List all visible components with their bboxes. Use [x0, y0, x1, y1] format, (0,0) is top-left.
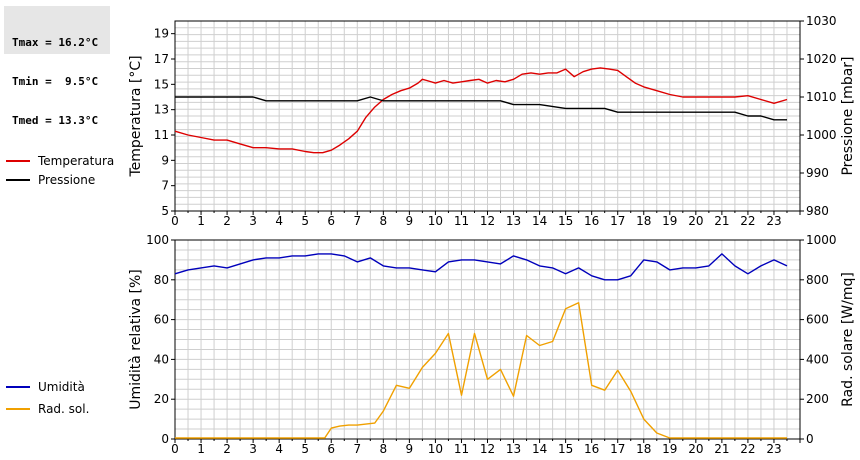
x-tick-label: 21 [714, 442, 729, 456]
legend-label-radiation: Rad. sol. [38, 402, 89, 416]
x-tick-label: 5 [301, 214, 309, 228]
x-tick-label: 2 [223, 214, 231, 228]
y-tick-label-right: 990 [806, 166, 829, 180]
x-tick-label: 23 [766, 442, 781, 456]
x-tick-label: 17 [610, 442, 625, 456]
x-tick-label: 22 [740, 442, 755, 456]
x-tick-label: 19 [662, 214, 677, 228]
x-tick-label: 10 [428, 442, 443, 456]
tmax-readout: Tmax = 16.2°C [12, 36, 99, 49]
y-tick-label-right: 800 [806, 273, 829, 287]
x-tick-label: 10 [428, 214, 443, 228]
x-tick-label: 15 [558, 442, 573, 456]
x-tick-label: 3 [249, 442, 257, 456]
x-tick-label: 1 [197, 442, 205, 456]
series-line-radiation [175, 302, 787, 439]
x-tick-label: 14 [532, 442, 547, 456]
y-tick-label-left: 5 [161, 204, 169, 218]
y-tick-label-left: 17 [154, 52, 169, 66]
x-tick-label: 11 [454, 442, 469, 456]
x-tick-label: 9 [406, 214, 414, 228]
plot-frame [174, 20, 801, 212]
y-tick-label-left: 15 [154, 77, 169, 91]
y-tick-label-right: 1000 [806, 128, 837, 142]
y-tick-label-left: 19 [154, 27, 169, 41]
y-tick-label-left: 7 [161, 179, 169, 193]
x-tick-label: 18 [636, 214, 651, 228]
y-tick-label-right: 1010 [806, 90, 837, 104]
x-tick-label: 20 [688, 214, 703, 228]
y-tick-label-left: 0 [161, 432, 169, 446]
y-tick-label-left: 80 [154, 273, 169, 287]
x-tick-label: 16 [584, 214, 599, 228]
legend-label-humidity: Umidità [38, 380, 85, 394]
stats-box: Tmax = 16.2°C Tmin = 9.5°C Tmed = 13.3°C [4, 6, 110, 127]
x-tick-label: 4 [275, 214, 283, 228]
x-tick-label: 9 [406, 442, 414, 456]
y-tick-label-right: 1020 [806, 52, 837, 66]
x-tick-label: 15 [558, 214, 573, 228]
y-tick-label-left: 100 [146, 233, 169, 247]
y-tick-label-right: 1000 [806, 233, 837, 247]
y-tick-label-right: 980 [806, 204, 829, 218]
y-axis-title-right: Rad. solare [W/mq] [840, 272, 856, 407]
x-tick-label: 14 [532, 214, 547, 228]
tmin-readout: Tmin = 9.5°C [12, 75, 99, 88]
x-tick-label: 5 [301, 442, 309, 456]
x-tick-label: 7 [353, 442, 361, 456]
y-tick-label-left: 13 [154, 103, 169, 117]
y-tick-label-left: 40 [154, 352, 169, 366]
y-tick-label-left: 9 [161, 153, 169, 167]
x-tick-label: 23 [766, 214, 781, 228]
legend-label-pressure: Pressione [38, 173, 95, 187]
x-tick-label: 20 [688, 442, 703, 456]
legend-label-temperature: Temperatura [37, 154, 114, 168]
y-tick-label-left: 11 [154, 128, 169, 142]
x-tick-label: 2 [223, 442, 231, 456]
y-axis-title-right: Pressione [mbar] [840, 56, 856, 175]
y-axis-title-left: Umidità relativa [%] [128, 269, 144, 410]
y-tick-label-right: 400 [806, 352, 829, 366]
x-tick-label: 12 [480, 442, 495, 456]
y-tick-label-right: 600 [806, 313, 829, 327]
x-tick-label: 7 [353, 214, 361, 228]
y-tick-label-left: 20 [154, 392, 169, 406]
x-tick-label: 11 [454, 214, 469, 228]
series-line-pressure [175, 96, 787, 121]
x-tick-label: 21 [714, 214, 729, 228]
x-tick-label: 8 [380, 214, 388, 228]
y-axis-title-left: Temperatura [°C] [128, 55, 144, 177]
x-tick-label: 0 [171, 214, 179, 228]
y-tick-label-right: 0 [806, 432, 814, 446]
tmed-readout: Tmed = 13.3°C [12, 114, 99, 127]
plot-frame [174, 239, 801, 440]
x-tick-label: 0 [171, 442, 179, 456]
series-line-temperature [174, 67, 788, 154]
x-tick-label: 17 [610, 214, 625, 228]
x-tick-label: 16 [584, 442, 599, 456]
x-tick-label: 8 [380, 442, 388, 456]
x-tick-label: 3 [249, 214, 257, 228]
y-tick-label-right: 200 [806, 392, 829, 406]
series-line-humidity [174, 253, 788, 281]
x-tick-label: 6 [327, 442, 335, 456]
x-tick-label: 22 [740, 214, 755, 228]
x-tick-label: 18 [636, 442, 651, 456]
x-tick-label: 1 [197, 214, 205, 228]
x-tick-label: 6 [327, 214, 335, 228]
y-tick-label-left: 60 [154, 313, 169, 327]
x-tick-label: 13 [506, 442, 521, 456]
x-tick-label: 13 [506, 214, 521, 228]
x-tick-label: 19 [662, 442, 677, 456]
x-tick-label: 4 [275, 442, 283, 456]
y-tick-label-right: 1030 [806, 14, 837, 28]
x-tick-label: 12 [480, 214, 495, 228]
